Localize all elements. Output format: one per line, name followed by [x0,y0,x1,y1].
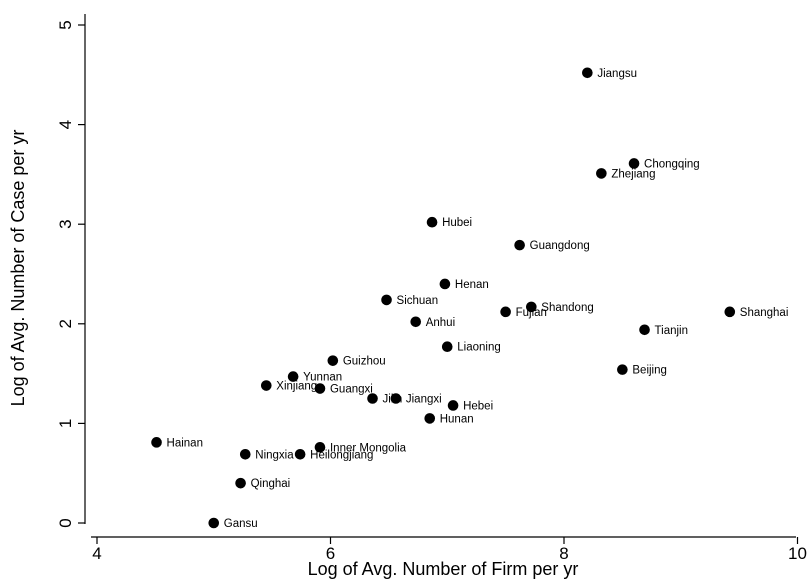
point-label: Liaoning [457,342,500,354]
point-label: Chongqing [644,158,700,170]
x-tick-label: 10 [788,544,807,563]
y-tick-label: 2 [56,319,75,328]
y-tick-label: 0 [56,518,75,527]
data-point-yunnan [287,371,299,382]
data-point-inner-mongolia [314,442,326,453]
point-label: Jiangxi [406,394,442,406]
point-label: Jiangsu [597,68,637,80]
data-point-ningxia [239,448,251,460]
data-point-xinjiang [260,380,272,391]
x-tick-label: 4 [92,544,101,563]
point-label: Hainan [167,437,203,449]
data-point-guangdong [514,239,525,251]
point-label: Fujian [516,307,547,319]
data-point-jiangxi [390,393,402,404]
point-label: Tianjin [655,325,688,337]
y-tick-label: 1 [56,419,75,428]
data-point-hubei [426,216,438,228]
x-ticks: 4 6 8 10 [92,537,807,563]
data-point-sichuan [381,294,392,306]
data-point-gansu [208,517,220,529]
data-point-tianjin [639,324,650,336]
data-point-henan [439,278,451,290]
point-label: Guizhou [343,356,386,368]
point-label: Gansu [224,518,258,530]
y-tick-label: 5 [56,20,75,29]
point-label: Beijing [632,365,667,377]
data-point-liaoning [441,341,453,353]
y-tick-label: 4 [56,120,75,129]
axes [84,14,796,538]
point-label: Hebei [463,400,493,412]
point-label: Zhejiang [611,168,655,180]
point-label: Guangdong [530,240,590,252]
data-point-guangxi [314,383,326,394]
point-label: Yunnan [303,372,342,384]
point-label: Hubei [442,217,472,229]
data-point-shandong [526,301,537,313]
point-label: Qinghai [251,478,291,490]
point-label: Shanghai [740,307,789,319]
x-tick-label: 6 [326,544,335,563]
data-point-heilongjiang [294,448,306,460]
x-axis-title: Log of Avg. Number of Firm per yr [308,559,579,579]
data-point-zhejiang [596,168,607,179]
point-label: Anhui [426,317,455,329]
data-point-beijing [617,364,628,375]
point-label: Guangxi [330,384,373,396]
x-tick-label: 8 [559,544,568,563]
data-point-jiangsu [582,67,593,79]
point-label: Sichuan [397,295,439,307]
point-label: Inner Mongolia [330,442,407,454]
data-point-qinghai [235,477,246,489]
data-point-hainan [151,437,162,448]
point-label: Xinjiang [276,381,317,393]
data-point-hebei [447,400,459,411]
data-point-fujian [500,306,511,318]
y-ticks: 0 1 2 3 4 5 [56,20,85,528]
point-label: Ningxia [255,449,294,461]
y-tick-label: 3 [56,219,75,228]
point-label: Shandong [541,302,593,314]
point-label: Heilongjiang [310,449,373,461]
data-point-jilin [367,393,378,404]
point-label: Hunan [440,413,474,425]
data-point-hunan [424,413,436,424]
point-label: Henan [455,279,489,291]
data-point-guizhou [327,355,339,366]
data-point-shanghai [724,306,736,318]
y-axis-title: Log of Avg. Number of Case per yr [8,130,28,407]
data-point-anhui [410,316,422,328]
data-point-chongqing [628,158,640,169]
